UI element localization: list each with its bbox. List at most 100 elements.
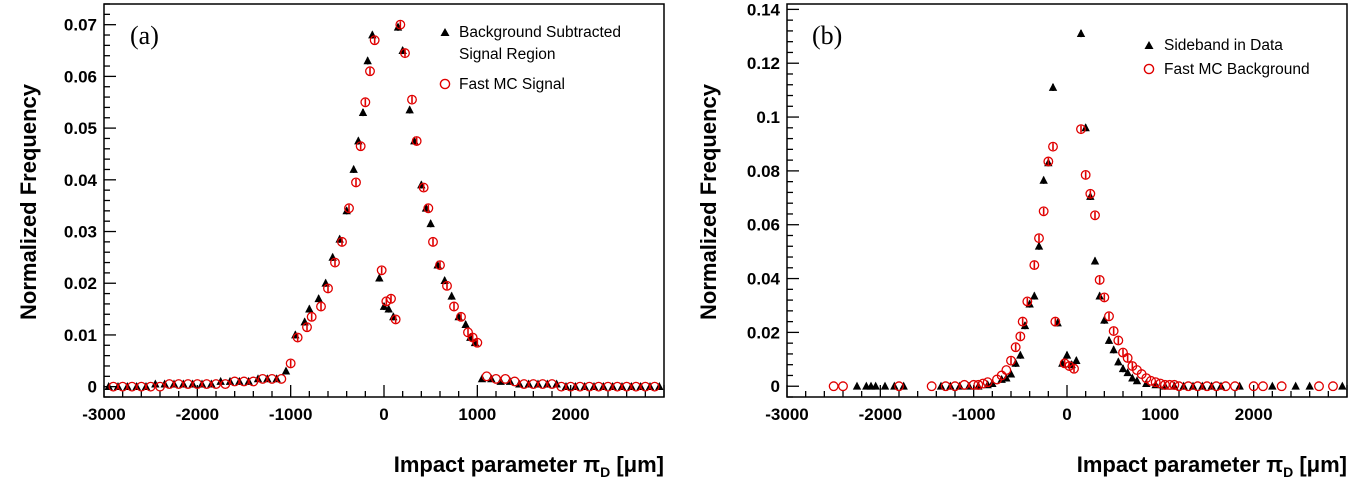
data-point-circle <box>330 257 340 268</box>
data-point-circle <box>257 373 268 384</box>
data-point-triangle <box>405 105 414 114</box>
data-point-circle <box>565 381 576 392</box>
data-point-triangle <box>305 304 314 313</box>
data-point-triangle <box>871 381 880 390</box>
data-point-circle <box>1085 188 1096 199</box>
data-point-circle <box>1029 260 1040 271</box>
plot-frame <box>103 3 665 398</box>
data-point-circle <box>276 373 287 384</box>
data-point-circle <box>400 48 410 59</box>
x-tick-label: 1000 <box>458 405 496 424</box>
data-point-triangle <box>379 301 389 310</box>
x-axis-label-main: Impact parameter π <box>394 452 601 477</box>
data-point-triangle <box>1291 381 1300 390</box>
data-point-circle <box>369 35 380 46</box>
y-tick-label: 0.02 <box>64 274 97 293</box>
panel-a: -3000 -2000 -1000 0 1000 2000 0 0.01 0.02 0.03 0.… <box>16 3 665 480</box>
legend-marker-circle <box>439 78 451 90</box>
data-point-triangle <box>461 320 470 329</box>
data-point-circle <box>1211 381 1222 392</box>
data-point-circle <box>316 301 326 312</box>
data-point-circle <box>1183 381 1194 392</box>
data-point-circle <box>1001 365 1012 376</box>
data-point-circle <box>1048 141 1058 152</box>
data-point-circle <box>1220 381 1231 392</box>
data-point-circle <box>838 381 848 392</box>
data-point-circle <box>248 376 259 387</box>
data-point-circle <box>593 381 604 392</box>
data-point-triangle <box>1039 175 1048 184</box>
data-point-circle <box>828 381 839 392</box>
data-point-circle <box>500 373 511 384</box>
data-point-triangle <box>1132 376 1142 385</box>
panel-label: (a) <box>130 21 159 50</box>
data-point-circle <box>386 293 396 304</box>
y-tick-label: 0.12 <box>747 54 780 73</box>
data-point-circle <box>192 379 203 390</box>
legend-label: Sideband in Data <box>1164 37 1283 54</box>
data-point-triangle <box>1076 29 1086 38</box>
data-point-triangle <box>1118 364 1128 373</box>
data-point-circle <box>1160 379 1170 390</box>
x-axis-label: Impact parameter πD [μm] <box>1077 452 1347 480</box>
data-point-circle <box>1192 381 1203 392</box>
data-point-circle <box>1276 381 1287 392</box>
y-tick-label: 0.04 <box>64 171 98 190</box>
data-point-triangle <box>375 273 384 282</box>
data-point-triangle <box>1030 291 1039 300</box>
x-axis-label: Impact parameter πD [μm] <box>394 452 664 480</box>
data-point-triangle <box>880 381 890 390</box>
x-axis-label-unit: [μm] <box>1293 452 1347 477</box>
data-point-circle <box>390 314 401 325</box>
data-point-circle <box>894 381 904 392</box>
data-point-circle <box>108 381 119 392</box>
data-point-triangle <box>1081 123 1090 132</box>
data-point-circle <box>1150 377 1161 388</box>
y-axis-label: Normalized Frequency <box>16 83 41 320</box>
data-point-circle <box>1230 381 1240 392</box>
data-point-circle <box>968 379 979 390</box>
data-point-circle <box>547 379 557 390</box>
data-point-circle <box>1015 331 1026 342</box>
data-point-circle <box>418 182 429 193</box>
data-point-circle <box>1328 381 1338 392</box>
x-ticks: -3000 -2000 -1000 0 1000 2000 <box>765 385 1348 424</box>
data-point-triangle <box>1114 357 1123 366</box>
y-tick-label: 0.03 <box>64 223 97 242</box>
data-point-circle <box>491 373 501 384</box>
data-point-circle <box>456 311 466 322</box>
data-point-triangle <box>1128 373 1137 382</box>
legend: Background Subtracted Signal Region Fast… <box>439 24 621 93</box>
data-point-circle <box>376 265 387 276</box>
data-point-circle <box>1155 378 1166 389</box>
legend-label: Fast MC Background <box>1164 61 1310 78</box>
x-axis-label-main: Impact parameter π <box>1077 452 1284 477</box>
data-point-circle <box>411 136 422 146</box>
x-tick-label: 0 <box>379 405 388 424</box>
data-point-circle <box>1038 206 1049 217</box>
data-point-circle <box>978 378 988 389</box>
data-point-circle <box>239 376 249 387</box>
data-point-circle <box>306 311 317 322</box>
data-point-circle <box>145 381 156 392</box>
data-point-circle <box>640 381 651 392</box>
y-tick-label: 0.1 <box>756 108 780 127</box>
data-point-circle <box>926 381 937 392</box>
data-point-circle <box>302 322 312 333</box>
data-point-circle <box>344 203 354 214</box>
data-point-circle <box>428 236 438 247</box>
data-point-circle <box>950 381 960 392</box>
data-point-triangle <box>314 294 323 303</box>
legend-label-line2: Signal Region <box>459 46 556 63</box>
data-point-circle <box>982 377 993 388</box>
data-point-triangle <box>1104 335 1114 344</box>
data-point-circle <box>973 379 984 390</box>
data-point-circle <box>612 381 623 392</box>
data-point-circle <box>1034 233 1044 244</box>
y-tick-label: 0.08 <box>747 162 780 181</box>
data-point-circle <box>1146 375 1156 386</box>
data-point-circle <box>1104 311 1114 322</box>
data-point-circle <box>1043 156 1054 167</box>
x-tick-label: -1000 <box>269 405 312 424</box>
panel-label: (b) <box>812 21 842 50</box>
